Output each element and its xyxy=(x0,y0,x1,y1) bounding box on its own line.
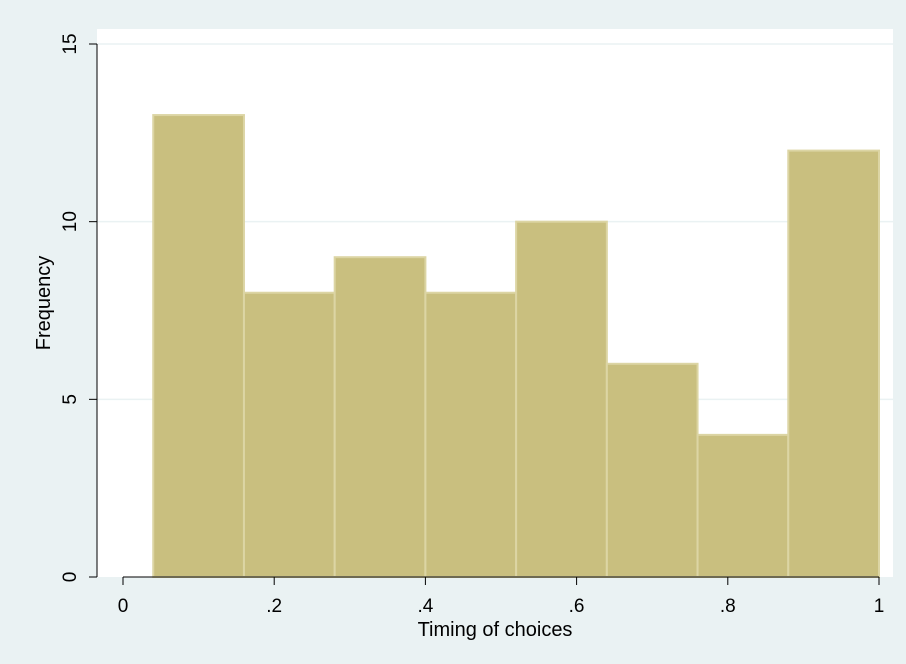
histogram-bar xyxy=(515,220,608,579)
x-tick-label: .6 xyxy=(569,596,585,617)
y-tick-label: 15 xyxy=(60,33,81,54)
axes xyxy=(96,44,879,578)
histogram-bar xyxy=(424,291,518,578)
y-tick-label: 10 xyxy=(60,211,81,232)
x-tick-label: .8 xyxy=(720,596,736,617)
bars xyxy=(152,114,881,579)
x-tick-label: 1 xyxy=(874,596,885,617)
histogram-bar xyxy=(152,114,245,578)
histogram-bar xyxy=(787,149,881,578)
histogram-bar xyxy=(242,291,336,578)
x-tick-label: 0 xyxy=(118,596,129,617)
x-tick-label: .4 xyxy=(417,596,433,617)
y-tick-label: 5 xyxy=(60,394,81,405)
y-tick-label: 0 xyxy=(60,572,81,583)
histogram-bar xyxy=(696,433,790,578)
y-axis-title: Frequency xyxy=(33,256,55,351)
histogram-bar xyxy=(605,362,699,578)
x-axis-title: Timing of choices xyxy=(418,619,573,641)
histogram-bar xyxy=(333,256,427,578)
x-tick-label: .2 xyxy=(266,596,282,617)
